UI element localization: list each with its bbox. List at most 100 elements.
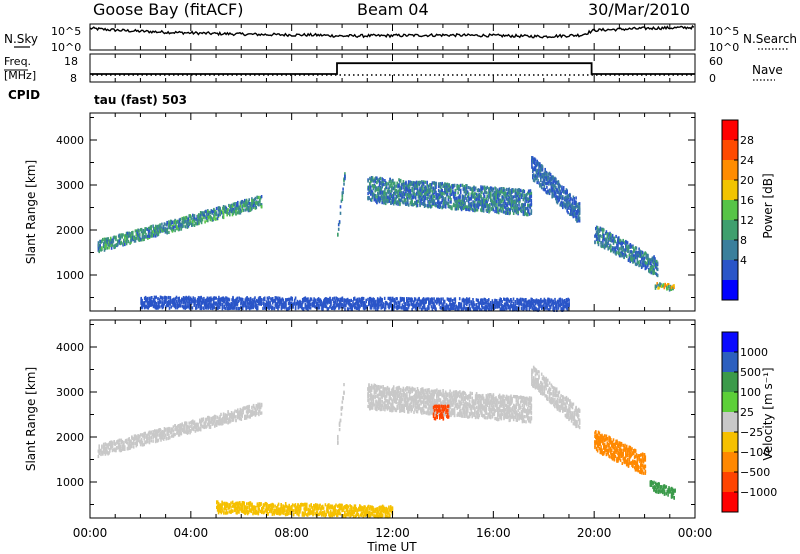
scatter-cell bbox=[232, 295, 234, 300]
scatter-cell bbox=[193, 223, 196, 227]
scatter-cell bbox=[148, 234, 151, 238]
scatter-cell bbox=[199, 213, 202, 217]
scatter-cell bbox=[251, 197, 253, 201]
scatter-cell bbox=[384, 188, 386, 192]
scatter-cell bbox=[512, 301, 515, 305]
scatter-cell bbox=[402, 201, 405, 205]
scatter-cell bbox=[392, 196, 394, 200]
scatter-cell bbox=[257, 196, 259, 200]
scatter-cell bbox=[161, 226, 163, 231]
scatter-cell bbox=[232, 207, 235, 211]
scatter-cell bbox=[391, 185, 393, 189]
scatter-cell bbox=[235, 212, 237, 216]
scatter-cell bbox=[101, 247, 103, 252]
scatter-cell bbox=[138, 234, 140, 238]
scatter-cell bbox=[129, 241, 131, 245]
scatter-cell bbox=[643, 256, 646, 260]
scatter-cell bbox=[375, 194, 377, 198]
scatter-cell bbox=[377, 195, 379, 199]
scatter-cell bbox=[219, 213, 221, 217]
scatter-cell bbox=[145, 232, 147, 237]
scatter-cell bbox=[379, 176, 382, 180]
scatter-cell bbox=[376, 176, 378, 180]
scatter-cell bbox=[347, 307, 350, 311]
scatter-cell bbox=[387, 199, 390, 203]
scatter-cell bbox=[200, 304, 202, 308]
scatter-cell bbox=[152, 224, 154, 228]
scatter-cell bbox=[200, 211, 203, 215]
scatter-cell bbox=[489, 203, 491, 207]
scatter-cell bbox=[203, 214, 205, 218]
scatter-cell bbox=[241, 199, 243, 204]
scatter-cell bbox=[411, 299, 413, 303]
scatter-cell bbox=[402, 193, 405, 197]
scatter-cell bbox=[119, 234, 122, 238]
scatter-cell bbox=[338, 305, 341, 309]
scatter-cell bbox=[401, 195, 404, 199]
scatter-cell bbox=[441, 192, 443, 196]
scatter-cell bbox=[370, 177, 373, 181]
scatter-cell bbox=[401, 200, 404, 204]
scatter-cell bbox=[339, 205, 342, 209]
scatter-cell bbox=[386, 195, 389, 199]
scatter-cell bbox=[167, 295, 170, 300]
scatter-cell bbox=[98, 249, 100, 254]
scatter-cell bbox=[252, 202, 255, 206]
scatter-cell bbox=[124, 234, 127, 238]
scatter-cell bbox=[398, 194, 400, 198]
scatter-cell bbox=[628, 253, 631, 257]
scatter-cell bbox=[229, 208, 232, 212]
scatter-cell bbox=[107, 242, 109, 246]
scatter-cell bbox=[432, 186, 435, 190]
scatter-cell bbox=[605, 238, 608, 242]
scatter-cell bbox=[239, 204, 242, 208]
scatter-cell bbox=[271, 306, 274, 310]
scatter-cell bbox=[148, 230, 151, 235]
scatter-cell bbox=[198, 215, 200, 219]
scatter-cell bbox=[209, 210, 212, 214]
scatter-cell bbox=[495, 197, 497, 201]
scatter-cell bbox=[249, 296, 252, 301]
frequency-label-line1: Freq. bbox=[4, 55, 31, 68]
scatter-cell bbox=[416, 184, 419, 188]
scatter-cell bbox=[125, 242, 128, 246]
scatter-cell bbox=[229, 204, 232, 208]
scatter-cell bbox=[98, 243, 100, 247]
scatter-cell bbox=[177, 224, 180, 228]
scatter-cell bbox=[378, 183, 381, 187]
scatter-cell bbox=[450, 200, 452, 204]
scatter-cell bbox=[401, 182, 404, 186]
scatter-cell bbox=[398, 305, 401, 309]
scatter-cell bbox=[188, 214, 190, 218]
scatter-cell bbox=[159, 225, 161, 229]
scatter-cell bbox=[126, 231, 129, 235]
scatter-cell bbox=[673, 284, 675, 288]
scatter-cell bbox=[134, 229, 137, 233]
scatter-cell bbox=[373, 183, 376, 187]
scatter-cell bbox=[143, 230, 145, 234]
scatter-cell bbox=[255, 206, 258, 210]
scatter-cell bbox=[155, 226, 158, 230]
scatter-cell bbox=[267, 300, 270, 305]
scatter-cell bbox=[454, 299, 457, 303]
scatter-cell bbox=[371, 193, 374, 197]
scatter-cell bbox=[549, 173, 552, 177]
scatter-cell bbox=[208, 214, 211, 219]
scatter-cell bbox=[599, 234, 602, 238]
scatter-cell bbox=[260, 298, 262, 302]
scatter-cell bbox=[219, 303, 222, 307]
scatter-cell bbox=[394, 188, 397, 192]
scatter-cell bbox=[426, 181, 428, 185]
scatter-cell bbox=[489, 194, 492, 198]
scatter-cell bbox=[174, 218, 176, 222]
station-title: Goose Bay (fitACF) bbox=[93, 0, 243, 19]
scatter-cell bbox=[254, 204, 257, 208]
scatter-cell bbox=[186, 225, 189, 229]
scatter-cell bbox=[443, 299, 446, 303]
scatter-cell bbox=[131, 238, 133, 242]
scatter-cell bbox=[141, 236, 144, 240]
scatter-cell bbox=[399, 198, 402, 202]
scatter-cell bbox=[169, 226, 172, 230]
scatter-cell bbox=[252, 198, 255, 203]
scatter-cell bbox=[647, 254, 649, 258]
